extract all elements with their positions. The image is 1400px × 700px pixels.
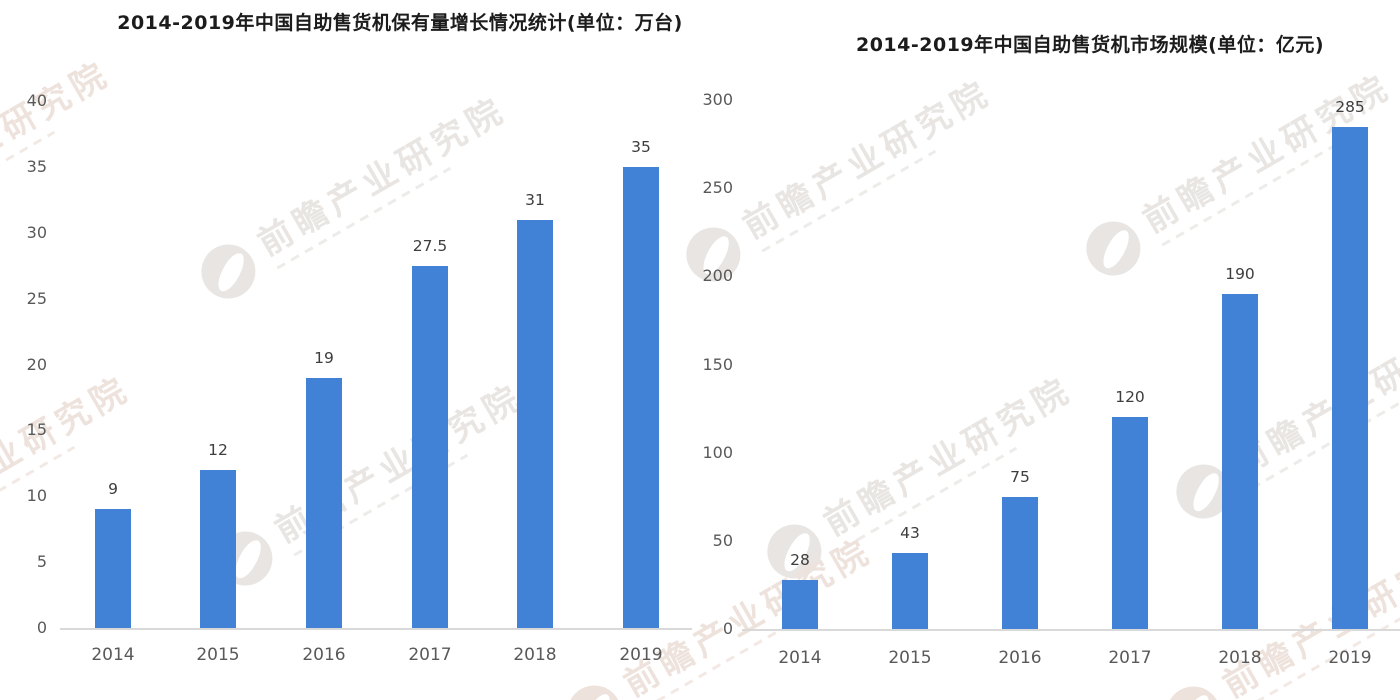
y-tick-label: 150 — [702, 354, 733, 374]
watermark-text: 前瞻产业研究院 — [0, 52, 118, 228]
y-tick-label: 200 — [702, 266, 733, 286]
watermark-text-column: 前瞻产业研究院 — [736, 71, 1003, 254]
y-tick-label: 15 — [26, 420, 47, 440]
x-axis-line — [60, 628, 692, 630]
watermark-text: 前瞻产业研究院 — [817, 368, 1080, 544]
watermark-text: 前瞻产业研究院 — [736, 71, 999, 247]
x-tick-label: 2015 — [196, 645, 240, 665]
bar-2018 — [517, 219, 553, 628]
x-tick-label: 2018 — [513, 645, 557, 665]
bar-value-label: 28 — [790, 550, 810, 569]
y-tick-label: 100 — [702, 442, 733, 462]
watermark-subtext — [761, 149, 936, 252]
bar-value-label: 19 — [314, 348, 334, 367]
watermark: 前瞻产业研究院 — [191, 88, 520, 309]
bar-2014 — [782, 579, 818, 629]
watermark-text: 前瞻产业研究院 — [251, 88, 514, 264]
bar-2015 — [200, 469, 236, 628]
bar-value-label: 43 — [900, 524, 920, 543]
bar-value-label: 31 — [525, 190, 545, 209]
bar-2014 — [95, 509, 131, 628]
y-tick-label: 5 — [36, 552, 47, 572]
y-tick-label: 50 — [712, 530, 733, 550]
x-tick-label: 2019 — [619, 645, 663, 665]
watermark-text-column: 前瞻产业研究院 — [251, 88, 518, 271]
watermark-text-column: 前瞻产业研究院 — [817, 368, 1084, 551]
watermark-text-column: 前瞻产业研究院 — [0, 52, 122, 235]
market-size-chart-title: 2014-2019年中国自助售货机市场规模(单位：亿元) — [855, 34, 1325, 56]
y-tick-label: 300 — [702, 90, 733, 110]
y-tick-label: 20 — [26, 354, 47, 374]
y-tick-label: 0 — [36, 618, 47, 637]
x-tick-label: 2016 — [998, 648, 1042, 668]
x-tick-label: 2016 — [302, 645, 346, 665]
bar-2017 — [412, 265, 448, 628]
y-tick-label: 40 — [26, 91, 47, 110]
bar-2017 — [1112, 417, 1148, 629]
watermark-subtext — [1251, 386, 1400, 489]
qianzhan-logo-icon — [1156, 676, 1231, 700]
x-tick-label: 2019 — [1328, 648, 1372, 668]
x-tick-label: 2017 — [408, 645, 452, 665]
y-tick-label: 30 — [26, 222, 47, 242]
watermark: 前瞻产业研究院 — [208, 375, 537, 596]
bar-value-label: 75 — [1010, 467, 1030, 486]
watermark: 前瞻产业研究院 — [557, 529, 886, 700]
qianzhan-logo-icon — [557, 675, 632, 700]
bar-value-label: 285 — [1335, 97, 1365, 116]
x-tick-label: 2014 — [778, 648, 822, 668]
bar-2019 — [1332, 126, 1368, 629]
x-tick-label: 2017 — [1108, 648, 1152, 668]
y-tick-label: 250 — [702, 178, 733, 198]
watermark-subtext — [1161, 143, 1336, 246]
x-tick-label: 2018 — [1218, 648, 1262, 668]
bar-2015 — [892, 553, 928, 629]
x-tick-label: 2014 — [91, 645, 135, 665]
y-tick-label: 10 — [26, 486, 47, 506]
bar-value-label: 9 — [108, 480, 118, 499]
bar-value-label: 120 — [1115, 388, 1145, 407]
y-tick-label: 25 — [26, 288, 47, 308]
y-tick-label: 0 — [722, 619, 733, 638]
x-axis-line — [742, 629, 1400, 631]
bar-value-label: 12 — [208, 440, 228, 459]
bar-value-label: 190 — [1225, 265, 1255, 284]
bar-2018 — [1222, 294, 1258, 629]
y-tick-label: 35 — [26, 156, 47, 176]
qianzhan-logo-icon — [1076, 211, 1151, 286]
bar-value-label: 35 — [631, 137, 651, 156]
x-tick-label: 2015 — [888, 648, 932, 668]
watermark-subtext — [0, 130, 55, 233]
bar-value-label: 27.5 — [412, 236, 448, 255]
bar-2016 — [306, 377, 342, 628]
bar-2016 — [1002, 496, 1038, 629]
qianzhan-logo-icon — [191, 234, 266, 309]
ownership-chart-title: 2014-2019年中国自助售货机保有量增长情况统计(单位：万台) — [117, 12, 683, 34]
bar-2019 — [623, 166, 659, 628]
